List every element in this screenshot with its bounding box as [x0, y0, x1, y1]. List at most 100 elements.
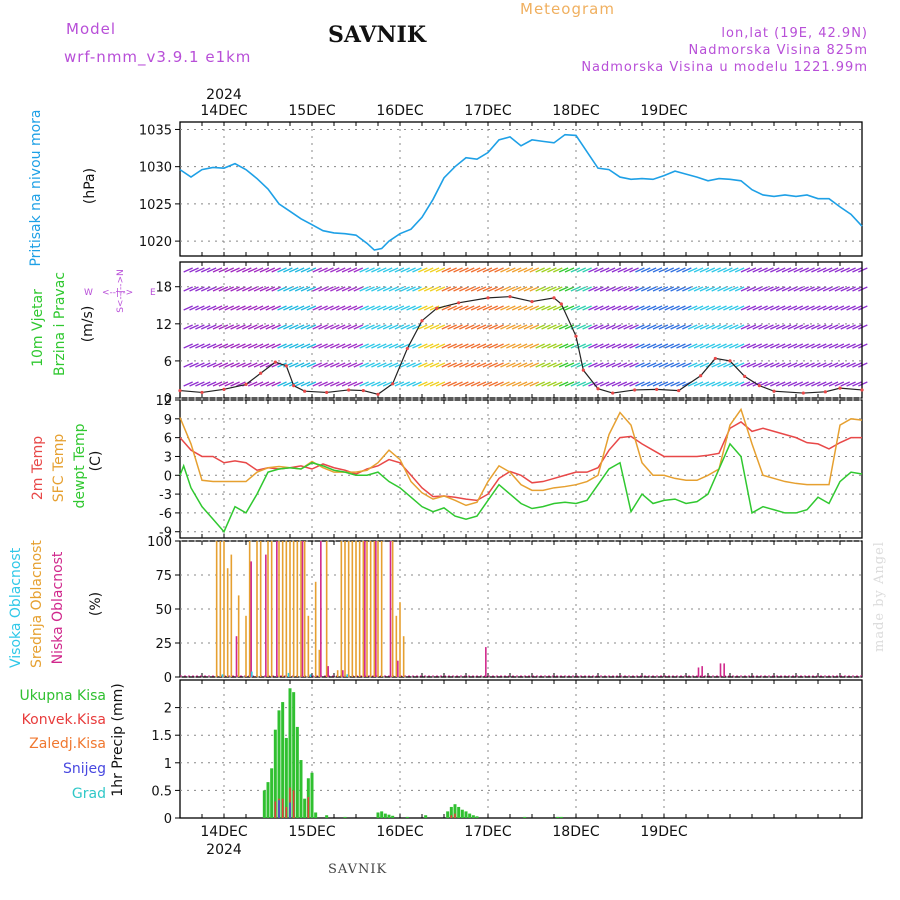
wind-barb — [382, 286, 393, 292]
wind-barb — [429, 362, 440, 368]
wind-barb — [488, 267, 498, 273]
wind-barb — [775, 343, 786, 349]
wind-barb — [230, 286, 240, 292]
wind-barb — [318, 286, 328, 292]
wind-barb — [746, 343, 757, 349]
wind-barb — [676, 381, 686, 387]
wind-barb — [652, 305, 663, 311]
wind-barb — [834, 267, 845, 273]
wind-barb — [247, 267, 258, 273]
wind-barb — [629, 286, 639, 292]
wind-gust-marker — [743, 374, 747, 378]
wind-barb — [236, 267, 246, 273]
wind-label-2: Brzina i Pravac — [52, 272, 68, 376]
wind-barb — [253, 324, 264, 330]
wind-barb — [365, 286, 375, 292]
wind-barb — [535, 362, 545, 368]
wind-barb — [242, 305, 252, 311]
wind-barb — [400, 381, 410, 387]
wind-barb — [535, 267, 545, 273]
wind-barb — [265, 324, 276, 330]
total-precip-bar — [343, 816, 347, 818]
total-precip-bar — [387, 814, 391, 818]
wind-barb — [723, 267, 733, 273]
wind-barb — [834, 362, 845, 368]
wind-barb — [277, 381, 287, 387]
wind-barb — [734, 343, 745, 349]
wind-barb — [476, 362, 487, 368]
wind-barb — [312, 286, 322, 292]
wind-barb — [423, 324, 434, 330]
wind-barb — [846, 324, 856, 330]
year-label-bottom: 2024 — [206, 842, 242, 858]
wind-barb — [388, 343, 399, 349]
wind-gust-marker — [303, 389, 307, 393]
wind-barb — [646, 324, 657, 330]
wind-barb — [400, 362, 410, 368]
wind-barb — [212, 286, 223, 292]
wind-barb — [799, 343, 809, 349]
wind-barb — [734, 381, 745, 387]
wind-barb — [236, 305, 246, 311]
wind-barb — [406, 324, 416, 330]
wind-barb — [453, 343, 463, 349]
wind-barb — [693, 381, 704, 387]
wind-barb — [523, 286, 534, 292]
wind-barb — [447, 324, 457, 330]
wind-barb — [429, 381, 440, 387]
wind-barb — [353, 324, 364, 330]
wind-barb — [517, 286, 528, 292]
wind-barb — [682, 305, 692, 311]
wind-barb — [453, 267, 463, 273]
wind-barb — [529, 305, 540, 311]
wind-barb — [230, 305, 240, 311]
wind-barb — [781, 324, 792, 330]
wind-barb — [752, 343, 762, 349]
wind-barb — [740, 381, 751, 387]
wind-barb — [635, 305, 645, 311]
wind-barb — [623, 343, 633, 349]
wind-barb — [535, 324, 545, 330]
precip-unit: 1hr Precip (mm) — [110, 683, 126, 797]
wind-barb — [441, 305, 452, 311]
wind-barb — [846, 305, 856, 311]
wind-barb — [676, 324, 686, 330]
wind-barb — [318, 267, 328, 273]
wind-barb — [324, 267, 334, 273]
wind-barb — [582, 343, 592, 349]
compass-vertical: S<--|-->N — [116, 269, 126, 313]
wind-barb — [441, 267, 452, 273]
wind-barb — [394, 267, 405, 273]
wind-barb — [201, 267, 211, 273]
wind-barb — [547, 362, 557, 368]
wind-barb — [224, 305, 234, 311]
wind-barb — [476, 305, 487, 311]
wind-barb — [699, 305, 710, 311]
wind-barb — [646, 362, 657, 368]
wind-gust-marker — [420, 319, 424, 323]
wind-barb — [335, 267, 346, 273]
wind-barb — [183, 305, 193, 311]
wind-barb — [435, 324, 446, 330]
wind-barb — [558, 343, 569, 349]
wind-barb — [429, 286, 440, 292]
wind-barb — [511, 267, 522, 273]
wind-barb — [611, 267, 622, 273]
total-precip-bar — [295, 726, 299, 818]
wind-barb — [335, 343, 346, 349]
wind-barb — [740, 267, 751, 273]
wind-barb — [705, 267, 716, 273]
wind-barb — [294, 324, 305, 330]
wind-barb — [517, 324, 528, 330]
wind-barb — [834, 381, 845, 387]
credit-watermark: made by Angel — [872, 541, 887, 652]
wind-barb — [506, 343, 516, 349]
wind-barb — [353, 343, 364, 349]
wind-barb — [558, 362, 569, 368]
compass-east: E — [150, 288, 156, 298]
total-precip-bar — [464, 811, 468, 818]
wind-barb — [605, 343, 616, 349]
wind-barb — [517, 362, 528, 368]
wind-barb — [500, 267, 510, 273]
wind-barb — [746, 362, 757, 368]
